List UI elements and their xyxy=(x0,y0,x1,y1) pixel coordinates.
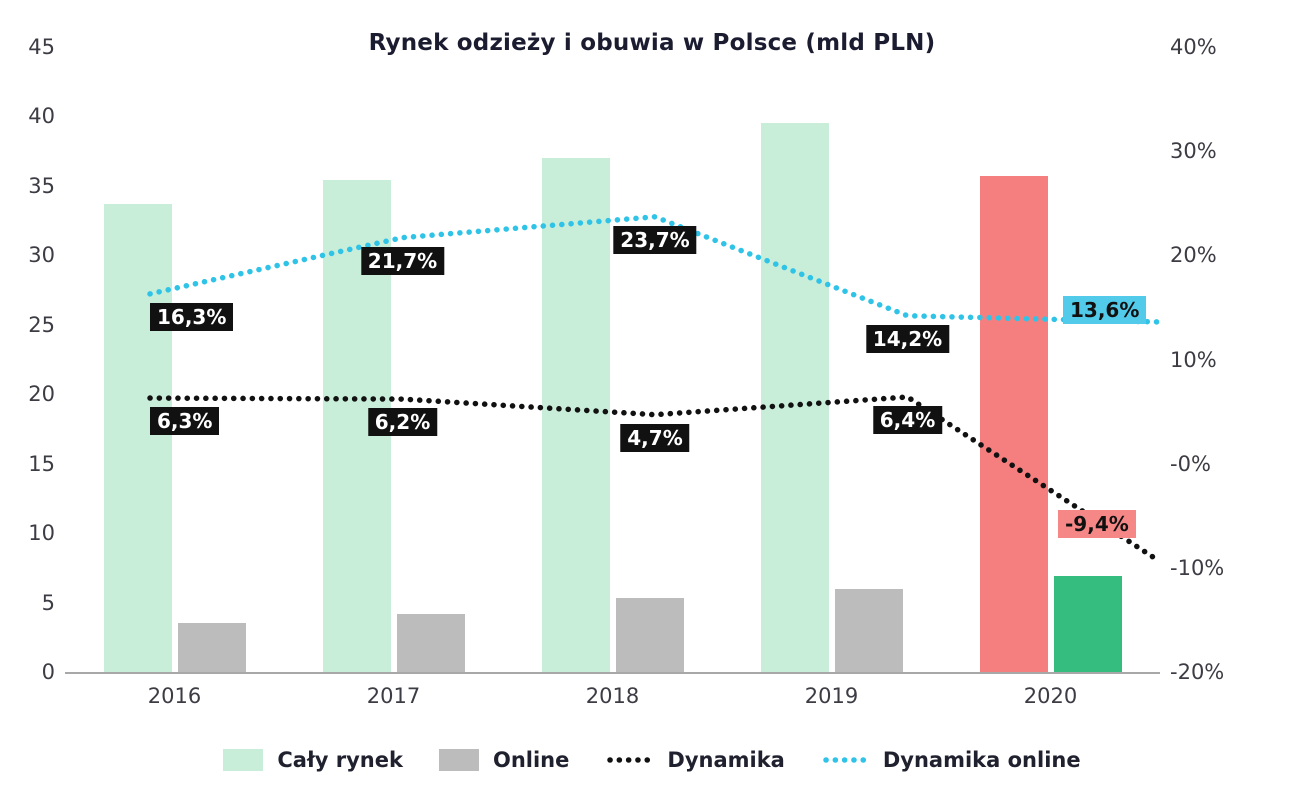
data-label-dynamika: 6,4% xyxy=(872,406,943,434)
x-axis-label: 2019 xyxy=(804,684,859,708)
data-label-dynamika-online: 14,2% xyxy=(865,324,950,353)
y-axis-left-tick: 40 xyxy=(28,104,55,129)
data-label-dynamika-online: 16,3% xyxy=(150,302,234,331)
legend-item-dynamika-online: Dynamika online xyxy=(821,748,1081,772)
y-axis-right-tick: -20% xyxy=(1170,660,1225,684)
bar-online-2020 xyxy=(1053,576,1122,672)
chart-title: Rynek odzieży i obuwia w Polsce (mld PLN… xyxy=(368,30,936,56)
data-label-dynamika: 4,7% xyxy=(620,423,690,452)
y-axis-left-tick: 15 xyxy=(28,451,55,476)
legend-item-dynamika: Dynamika xyxy=(605,748,785,772)
bar-cały-rynek-2019 xyxy=(760,123,829,672)
x-axis-label: 2020 xyxy=(1023,684,1078,708)
y-axis-left-tick: 5 xyxy=(41,590,55,615)
legend-label-online: Online xyxy=(492,748,570,772)
legend-item-caly-rynek: Cały rynek xyxy=(223,748,403,772)
data-label-dynamika-online: 23,7% xyxy=(613,225,697,254)
legend-label-dynamika-online: Dynamika online xyxy=(882,748,1081,772)
y-axis-right-tick: 30% xyxy=(1170,139,1217,164)
bar-online-2017 xyxy=(396,613,465,672)
x-axis-label: 2016 xyxy=(147,684,202,708)
y-axis-right-tick: 10% xyxy=(1170,347,1217,372)
legend: Cały rynek Online Dynamika Dynamika onli… xyxy=(0,740,1304,780)
data-label-dynamika: -9,4% xyxy=(1058,509,1136,538)
y-axis-left-tick: 35 xyxy=(28,173,55,198)
legend-swatch-online xyxy=(438,749,479,771)
x-axis-line xyxy=(65,672,1160,674)
legend-swatch-dynamika-dotted-line xyxy=(607,757,652,763)
legend-label-caly-rynek: Cały rynek xyxy=(277,748,403,772)
y-axis-right-tick: -0% xyxy=(1170,451,1211,476)
data-label-dynamika-online: 21,7% xyxy=(360,246,445,275)
y-axis-right-tick: 20% xyxy=(1170,243,1217,268)
x-axis-label: 2018 xyxy=(585,684,640,708)
y-axis-left-tick: 25 xyxy=(28,312,55,337)
y-axis-left-tick: 10 xyxy=(28,521,55,546)
y-axis-right-tick: -10% xyxy=(1170,555,1225,580)
y-axis-right-tick: 40% xyxy=(1170,35,1217,59)
legend-item-online: Online xyxy=(438,748,570,772)
line-dynamika-online xyxy=(147,213,1163,325)
bar-cały-rynek-2016 xyxy=(103,203,172,672)
y-axis-left-tick: 20 xyxy=(28,382,55,407)
line-dynamika xyxy=(147,394,1163,565)
legend-swatch-dynamika-online-dotted-line xyxy=(823,757,867,763)
data-label-dynamika-online: 13,6% xyxy=(1063,296,1147,324)
bar-online-2019 xyxy=(834,588,903,672)
y-axis-left-tick: 45 xyxy=(28,35,55,59)
legend-label-dynamika: Dynamika xyxy=(667,748,785,772)
y-axis-left-tick: 30 xyxy=(28,243,55,268)
y-axis-left-tick: 0 xyxy=(41,660,55,684)
bar-cały-rynek-2020 xyxy=(979,176,1048,672)
bar-cały-rynek-2018 xyxy=(541,158,610,672)
data-label-dynamika: 6,3% xyxy=(150,407,220,436)
legend-swatch-caly-rynek xyxy=(223,749,264,771)
data-label-dynamika: 6,2% xyxy=(367,408,438,437)
bar-online-2018 xyxy=(615,598,684,672)
bar-online-2016 xyxy=(177,623,246,672)
x-axis-label: 2017 xyxy=(366,684,421,708)
